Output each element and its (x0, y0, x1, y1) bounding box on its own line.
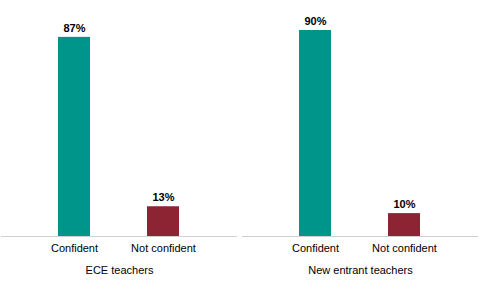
svg-text:87%: 87% (63, 22, 85, 34)
svg-text:Not confident: Not confident (372, 242, 437, 254)
svg-text:Not confident: Not confident (131, 242, 196, 254)
svg-text:13%: 13% (152, 191, 174, 203)
svg-text:90%: 90% (304, 15, 326, 27)
svg-text:10%: 10% (393, 198, 415, 210)
svg-text:Confident: Confident (292, 242, 339, 254)
svg-text:ECE teachers: ECE teachers (86, 264, 154, 276)
svg-text:New entrant teachers: New entrant teachers (308, 264, 413, 276)
svg-text:Confident: Confident (51, 242, 98, 254)
